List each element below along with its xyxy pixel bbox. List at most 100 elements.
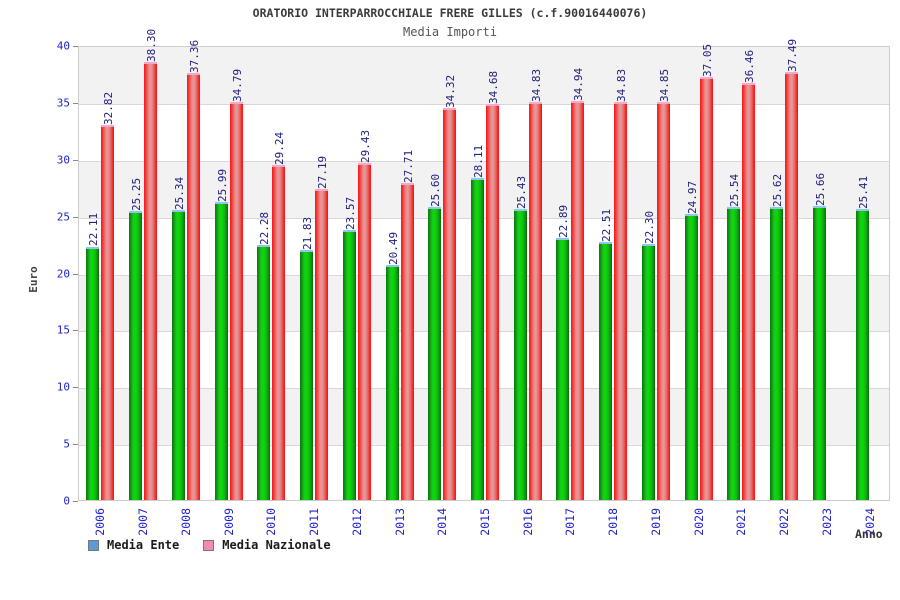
legend-label: Media Nazionale: [222, 538, 331, 552]
x-axis-tick-label: 2017: [563, 508, 578, 536]
bar-media-nazionale[interactable]: [486, 103, 499, 500]
bar-media-ente[interactable]: [641, 244, 655, 500]
bar-media-nazionale[interactable]: [186, 73, 200, 500]
bar-media-nazionale[interactable]: [443, 107, 457, 500]
x-axis-tick-label: 2013: [392, 508, 407, 536]
chart-title: ORATORIO INTERPARROCCHIALE FRERE GILLES …: [252, 6, 648, 20]
gridline: [79, 445, 889, 447]
bar-value-label: 34.32: [444, 74, 458, 108]
bar-media-nazionale[interactable]: [614, 101, 628, 500]
gridline: [79, 160, 889, 162]
y-axis-tick-mark: [73, 46, 78, 47]
x-axis-tick-label: 2012: [349, 508, 364, 536]
bar-media-ente[interactable]: [812, 206, 826, 500]
bar-value-label: 29.24: [273, 132, 287, 166]
bar-value-label: 34.85: [657, 68, 671, 102]
chart-legend: Media Ente Media Nazionale: [88, 538, 345, 552]
y-axis-tick-label: 20: [56, 267, 70, 280]
legend-swatch-icon: [88, 539, 99, 551]
bar-value-label: 20.49: [386, 231, 400, 265]
background-band: [79, 388, 889, 446]
bar-value-label: 34.83: [615, 68, 629, 102]
x-axis-tick-label: 2018: [606, 508, 621, 536]
bar-media-ente[interactable]: [171, 209, 185, 500]
background-band: [79, 274, 889, 332]
bar-value-label: 34.83: [529, 68, 543, 102]
y-axis-tick-label: 15: [56, 323, 70, 337]
bar-media-nazionale[interactable]: [528, 101, 542, 500]
bar-media-nazionale[interactable]: [742, 83, 756, 500]
bar-value-label: 25.62: [771, 173, 785, 207]
gridline: [79, 274, 889, 276]
x-axis-tick-label: 2008: [178, 508, 193, 536]
bar-media-nazionale[interactable]: [272, 165, 286, 500]
bar-media-ente[interactable]: [599, 241, 613, 500]
legend-label: Media Ente: [107, 538, 180, 552]
y-axis-tick-label: 5: [63, 437, 70, 451]
bar-media-ente[interactable]: [727, 207, 741, 500]
bar-media-ente[interactable]: [428, 206, 442, 500]
bar-media-nazionale[interactable]: [315, 188, 329, 500]
bar-media-nazionale[interactable]: [357, 163, 371, 500]
bar-media-ente[interactable]: [513, 208, 527, 500]
bar-media-ente[interactable]: [342, 229, 356, 500]
y-axis-tick-mark: [73, 501, 78, 502]
bar-media-ente[interactable]: [684, 213, 698, 500]
bar-value-label: 34.68: [487, 70, 500, 104]
y-axis-tick-mark: [73, 216, 78, 218]
x-axis-tick-label: 2024: [862, 508, 877, 536]
bar-value-label: 22.89: [557, 204, 571, 238]
bar-value-label: 25.54: [728, 174, 742, 208]
bar-value-label: 25.43: [514, 175, 528, 209]
bar-media-nazionale[interactable]: [101, 124, 115, 500]
bar-value-label: 22.28: [258, 211, 272, 245]
y-axis-tick-label: 30: [56, 153, 70, 167]
bar-value-label: 25.66: [813, 172, 827, 207]
bar-value-label: 25.60: [429, 173, 443, 207]
gridline: [79, 331, 889, 333]
y-axis-tick-label: 10: [56, 380, 70, 394]
bar-value-label: 27.71: [401, 149, 415, 183]
y-axis-tick-mark: [73, 102, 78, 104]
bar-value-label: 25.25: [130, 177, 144, 211]
bar-media-nazionale[interactable]: [785, 71, 799, 500]
bar-media-ente[interactable]: [385, 264, 399, 500]
bar-media-ente[interactable]: [257, 244, 271, 500]
bar-media-ente[interactable]: [556, 237, 570, 500]
bar-value-label: 29.43: [358, 130, 372, 164]
bar-media-nazionale[interactable]: [229, 102, 243, 500]
y-axis-tick-label: 25: [56, 210, 70, 224]
bar-value-label: 23.57: [343, 196, 357, 230]
bar-value-label: 32.82: [102, 91, 116, 125]
bar-media-ente[interactable]: [471, 178, 484, 500]
bar-media-nazionale[interactable]: [144, 62, 158, 500]
bar-value-label: 37.05: [700, 43, 714, 77]
bar-media-nazionale[interactable]: [656, 101, 670, 500]
bar-value-label: 24.97: [685, 180, 699, 214]
bar-media-nazionale[interactable]: [400, 182, 414, 500]
x-axis-tick-label: 2020: [691, 508, 706, 536]
y-axis-tick-mark: [73, 444, 78, 446]
bar-media-ente[interactable]: [129, 210, 143, 500]
x-axis-label: Anno: [855, 527, 883, 541]
bar-value-label: 34.79: [230, 69, 244, 103]
bar-media-ente[interactable]: [86, 246, 100, 500]
x-axis-tick-label: 2022: [777, 508, 792, 536]
bar-media-ente[interactable]: [770, 206, 784, 500]
legend-entry[interactable]: Media Nazionale: [203, 538, 331, 552]
x-axis-tick-label: 2015: [478, 508, 492, 536]
bar-media-ente[interactable]: [300, 249, 314, 500]
legend-entry[interactable]: Media Ente: [88, 538, 179, 552]
legend-swatch-icon: [203, 539, 215, 551]
bar-value-label: 37.36: [187, 39, 201, 74]
bar-media-nazionale[interactable]: [699, 76, 713, 500]
bar-value-label: 27.19: [316, 155, 330, 189]
bar-value-label: 25.41: [856, 175, 870, 209]
bar-media-nazionale[interactable]: [571, 100, 585, 500]
x-axis-tick-label: 2007: [136, 508, 151, 536]
y-axis-tick-mark: [73, 387, 78, 389]
bar-media-ente[interactable]: [855, 208, 869, 500]
gridline: [79, 217, 889, 219]
bar-media-ente[interactable]: [214, 202, 228, 500]
